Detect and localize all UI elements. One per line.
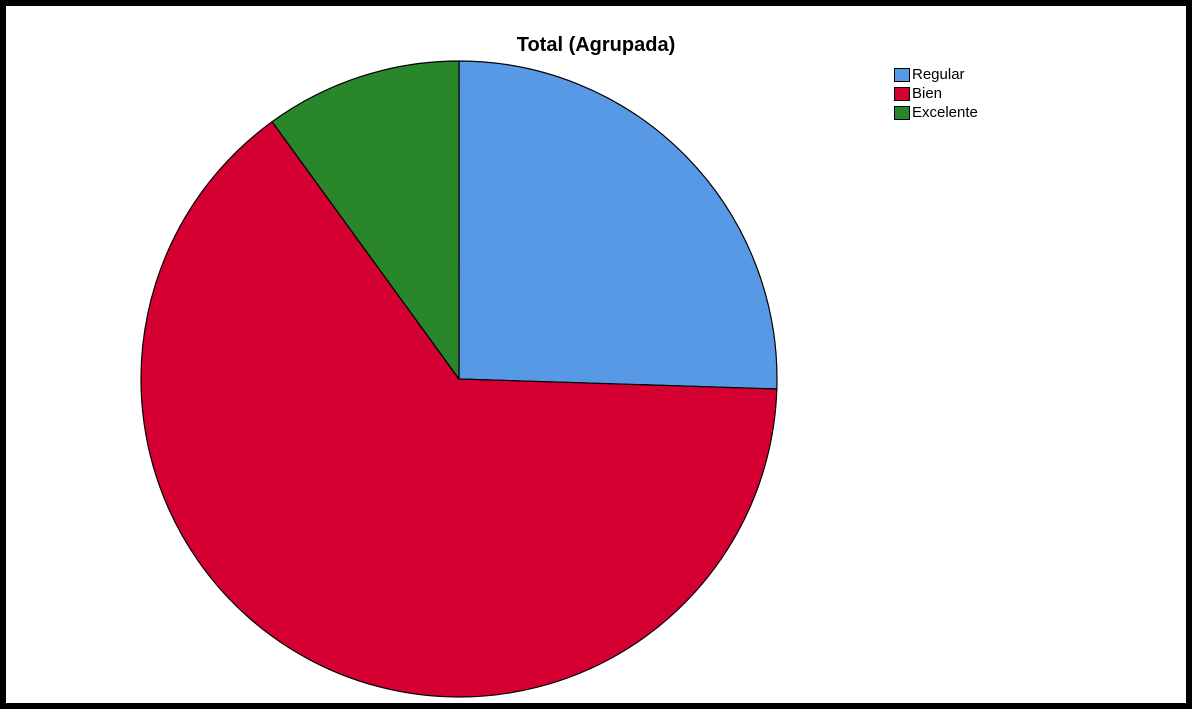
legend-item-excelente: Excelente [894,104,978,122]
chart-title: Total (Agrupada) [516,34,676,56]
legend-item-regular: Regular [894,66,978,84]
legend-label: Bien [912,85,943,102]
legend: Regular Bien Excelente [894,66,978,123]
pie-slice-bien [140,121,778,698]
legend-label: Excelente [912,104,978,121]
pie-slices [140,60,778,698]
legend-swatch [894,106,910,120]
legend-swatch [894,68,910,82]
pie-slice-excelente [271,60,460,380]
pie-slice-regular [458,60,778,390]
legend-swatch [894,87,910,101]
legend-label: Regular [912,66,965,83]
legend-item-bien: Bien [894,85,978,103]
